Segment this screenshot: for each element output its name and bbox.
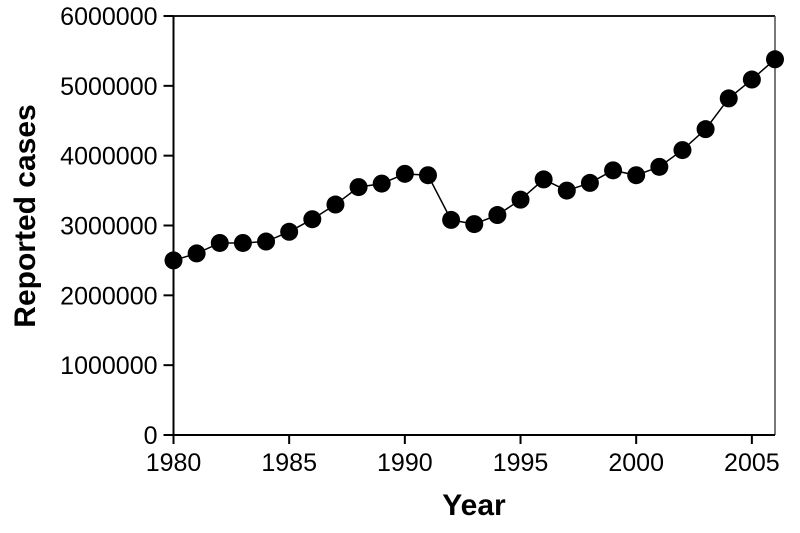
y-axis-tick-label: 6000000 (60, 3, 157, 31)
x-axis-tick-label: 1985 (261, 449, 317, 477)
data-point (257, 232, 276, 251)
data-point (349, 178, 368, 197)
data-point (766, 50, 784, 69)
data-point (210, 233, 229, 252)
x-axis-tick-label: 2000 (608, 449, 664, 477)
data-point (673, 141, 692, 160)
data-point (557, 181, 576, 200)
data-point (326, 195, 345, 214)
y-axis-title: Reported cases (9, 104, 42, 328)
data-point (372, 174, 391, 193)
data-point (604, 161, 623, 180)
data-point (442, 210, 461, 229)
data-point (627, 166, 646, 185)
data-point (164, 251, 183, 270)
data-point (303, 210, 322, 229)
data-point (534, 170, 553, 189)
data-point (580, 173, 599, 192)
x-axis-tick-label: 1980 (146, 449, 202, 477)
x-axis-tick-label: 2005 (724, 449, 780, 477)
data-point (233, 233, 252, 252)
data-point (742, 70, 761, 89)
x-axis-tick-label: 1995 (493, 449, 549, 477)
data-point (465, 215, 484, 234)
x-axis-title: Year (442, 489, 506, 522)
y-axis-tick-label: 5000000 (60, 73, 157, 101)
y-axis-tick-label: 3000000 (60, 213, 157, 241)
data-point (650, 157, 669, 176)
data-point (488, 206, 507, 225)
x-axis-tick-label: 1990 (377, 449, 433, 477)
data-point (395, 164, 414, 183)
data-point (187, 244, 206, 263)
data-point (280, 222, 299, 241)
data-point (719, 89, 738, 108)
data-point (511, 190, 530, 209)
y-axis-tick-label: 0 (144, 422, 158, 450)
y-axis-tick-label: 1000000 (60, 352, 157, 380)
y-axis-tick-label: 2000000 (60, 282, 157, 310)
data-point (418, 166, 437, 185)
y-axis-tick-label: 4000000 (60, 143, 157, 171)
data-point (696, 120, 715, 139)
